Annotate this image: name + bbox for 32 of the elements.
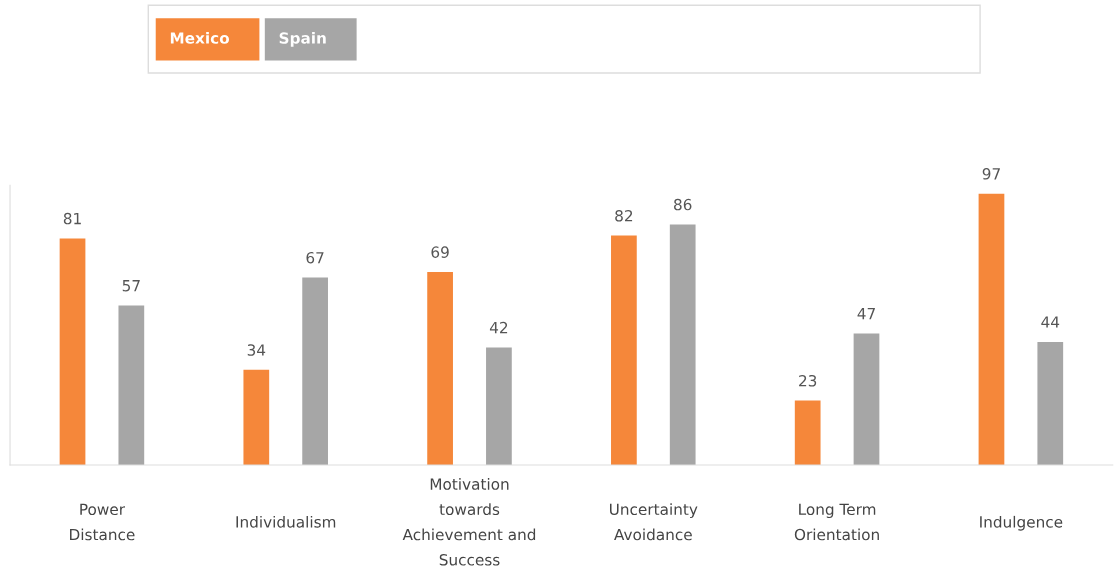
data-label: 97 bbox=[982, 168, 1000, 180]
data-label: 47 bbox=[857, 308, 875, 320]
bar bbox=[118, 305, 145, 465]
x-tick-label: Indulgence bbox=[980, 515, 1063, 531]
bar bbox=[669, 224, 696, 465]
bar bbox=[243, 369, 270, 465]
bar bbox=[611, 235, 637, 465]
x-tick-label: Motivation towards Achievement and Success bbox=[402, 478, 536, 566]
text: Mexico bbox=[170, 31, 230, 44]
data-label: 57 bbox=[122, 280, 140, 292]
data-label: 23 bbox=[799, 374, 817, 387]
data-label: 86 bbox=[674, 198, 692, 211]
bar bbox=[59, 238, 86, 465]
bar bbox=[978, 193, 1005, 465]
x-tick-label: Individualism bbox=[236, 515, 336, 528]
data-label: 44 bbox=[1041, 316, 1060, 328]
bar bbox=[486, 347, 512, 465]
data-label: 82 bbox=[615, 209, 633, 222]
data-label: 67 bbox=[306, 251, 324, 264]
data-label: 69 bbox=[431, 246, 449, 258]
bar bbox=[794, 400, 821, 465]
data-label: 34 bbox=[247, 344, 266, 356]
x-tick-label: Long Term Orientation bbox=[794, 503, 879, 541]
bar bbox=[302, 277, 328, 465]
bar bbox=[427, 271, 453, 465]
x-tick-label: Power Distance bbox=[70, 503, 135, 541]
text: Spain bbox=[279, 31, 326, 47]
bar bbox=[853, 333, 880, 465]
data-label: 42 bbox=[489, 321, 508, 334]
x-tick-label: Uncertainty Avoidance bbox=[610, 503, 698, 541]
bar bbox=[1037, 341, 1064, 465]
data-label: 81 bbox=[63, 212, 81, 225]
